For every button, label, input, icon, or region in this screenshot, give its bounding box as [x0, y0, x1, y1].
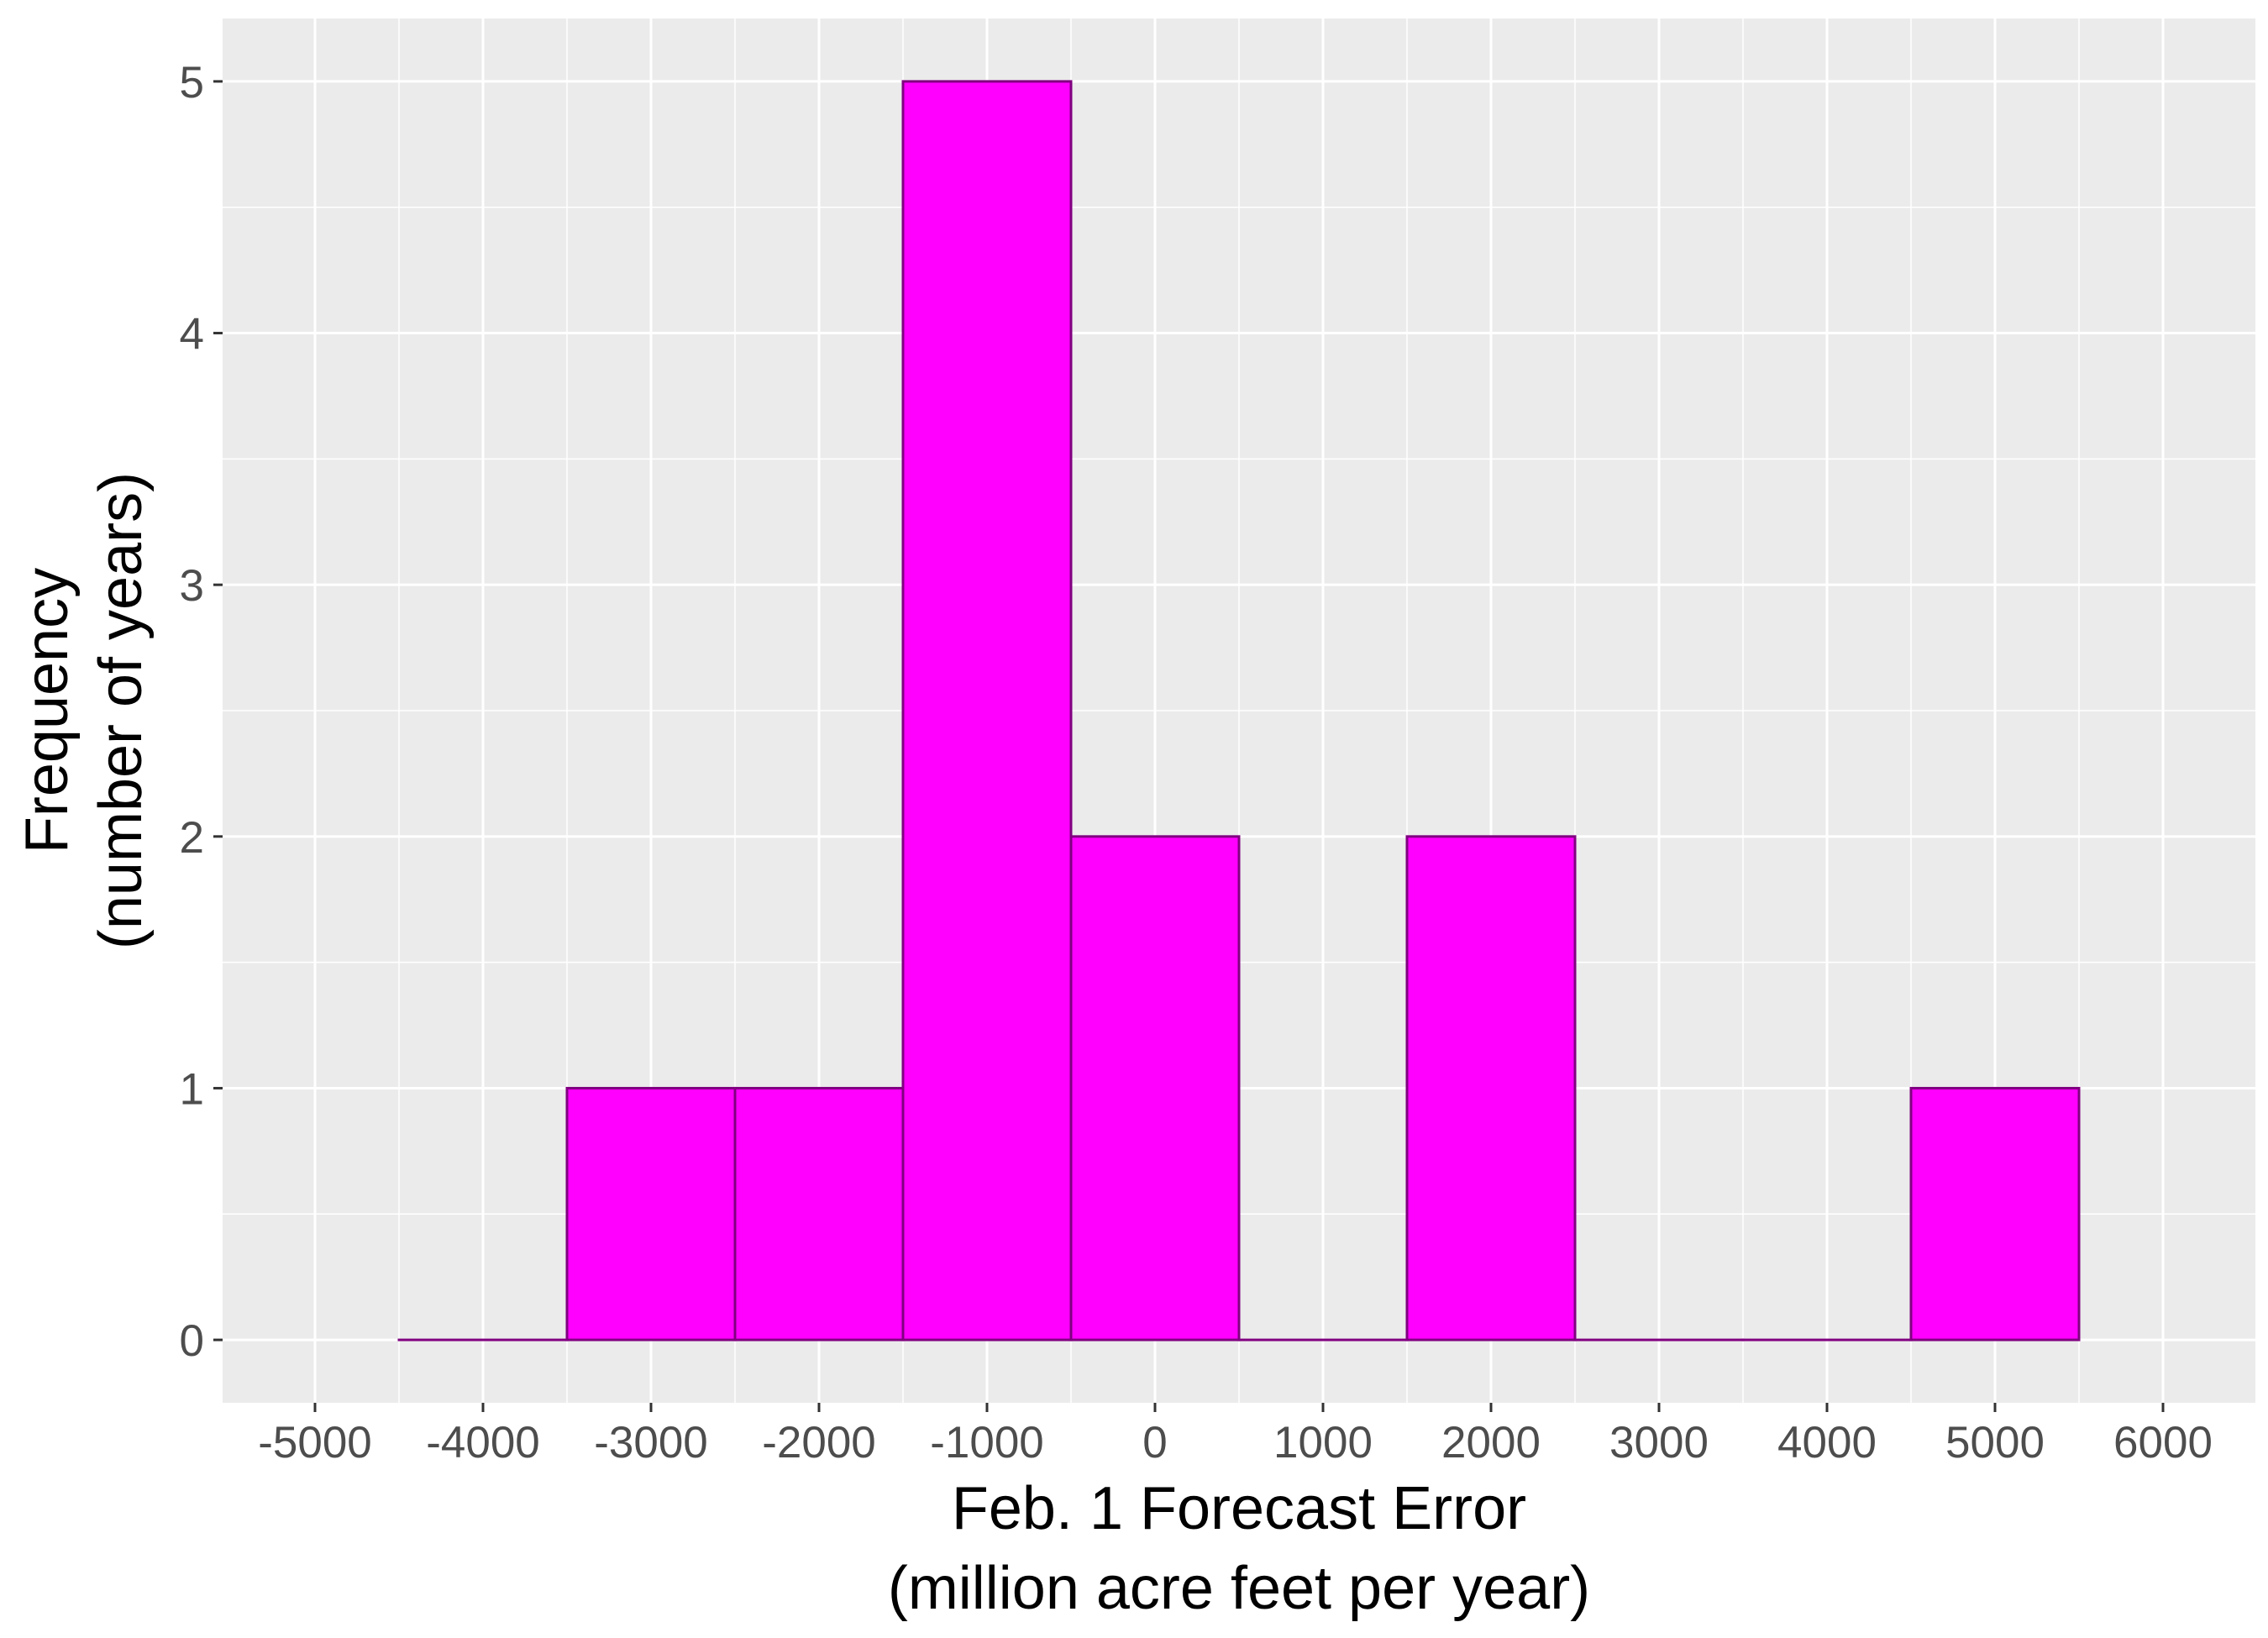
histogram-bar: [733, 1086, 905, 1341]
histogram-bar: [1069, 835, 1241, 1341]
x-tick-label: 2000: [1441, 1418, 1541, 1467]
x-tick-label: 4000: [1777, 1418, 1877, 1467]
x-tick-label: -5000: [258, 1418, 372, 1467]
y-tick-label: 2: [180, 813, 204, 863]
histogram-bar: [1909, 1086, 2081, 1341]
x-tick-label: -4000: [426, 1418, 540, 1467]
histogram-bar: [565, 1086, 737, 1341]
y-tick-label: 1: [180, 1064, 204, 1114]
histogram-bar: [1405, 835, 1577, 1341]
y-axis: 0 1 2 3 4 5: [180, 58, 223, 1366]
x-axis: -5000 -4000 -3000 -2000 -1000 0 1000 2000 3000 40…: [258, 1403, 2213, 1467]
y-tick-label: 0: [180, 1316, 204, 1366]
x-tick-label: 6000: [2113, 1418, 2213, 1467]
x-tick-label: 0: [1142, 1418, 1167, 1467]
y-tick-label: 4: [180, 310, 204, 360]
y-axis-title-line2: (number of years): [87, 472, 155, 949]
histogram-bars: [397, 80, 2081, 1341]
histogram-bar: [901, 80, 1073, 1341]
x-tick-label: 3000: [1609, 1418, 1709, 1467]
y-axis-title-line1: Frequency: [13, 568, 81, 853]
y-tick-label: 5: [180, 58, 204, 108]
x-tick-label: -1000: [930, 1418, 1044, 1467]
y-tick-label: 3: [180, 561, 204, 611]
x-axis-title-line1: Feb. 1 Forecast Error: [952, 1475, 1526, 1542]
x-tick-label: -2000: [762, 1418, 876, 1467]
x-axis-title-line2: (million acre feet per year): [888, 1555, 1590, 1622]
x-tick-label: -3000: [594, 1418, 708, 1467]
x-tick-label: 1000: [1273, 1418, 1373, 1467]
x-tick-label: 5000: [1945, 1418, 2045, 1467]
